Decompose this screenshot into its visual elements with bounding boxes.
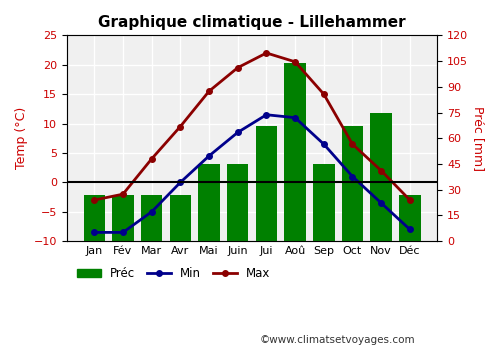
Bar [256,126,277,241]
Bar [141,195,163,241]
Bar [84,195,105,241]
Title: Graphique climatique - Lillehammer: Graphique climatique - Lillehammer [98,15,406,30]
Y-axis label: Préc [mm]: Préc [mm] [472,106,485,171]
Bar [370,113,392,241]
Bar [399,195,420,241]
Bar [112,195,134,241]
Bar [342,126,363,241]
Bar [284,63,306,241]
Bar [170,195,191,241]
Bar [198,164,220,241]
Text: ©www.climatsetvoyages.com: ©www.climatsetvoyages.com [260,335,416,345]
Bar [227,164,248,241]
Bar [313,164,334,241]
Y-axis label: Temp (°C): Temp (°C) [15,107,28,169]
Legend: Préc, Min, Max: Préc, Min, Max [72,262,276,285]
